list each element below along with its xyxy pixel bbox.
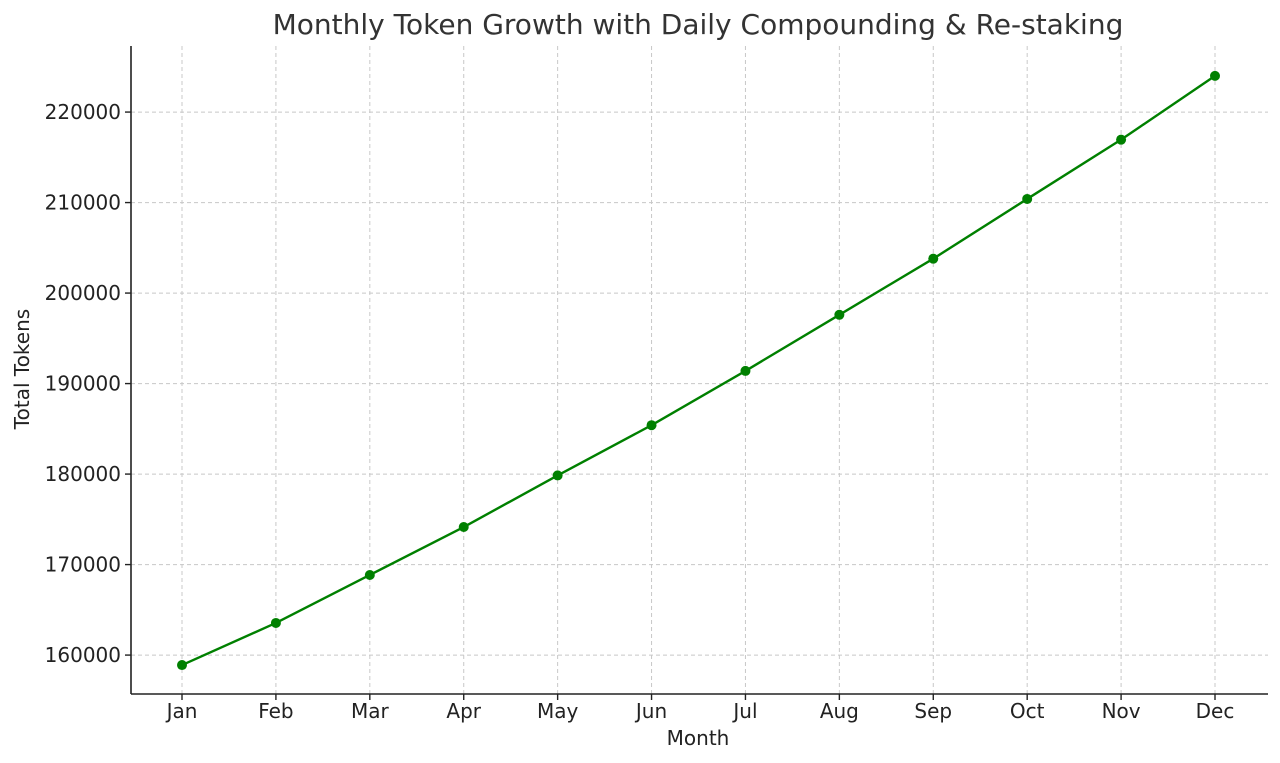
y-tick-label: 180000 xyxy=(45,462,121,486)
x-tick-label: Jul xyxy=(731,699,757,723)
x-tick-label: Oct xyxy=(1010,699,1045,723)
grid xyxy=(131,46,1268,694)
data-point xyxy=(458,522,469,533)
x-tick-label: Aug xyxy=(820,699,859,723)
axes xyxy=(125,46,1268,700)
y-tick-label: 220000 xyxy=(45,100,121,124)
x-tick-label: Apr xyxy=(446,699,481,723)
chart-title: Monthly Token Growth with Daily Compound… xyxy=(273,8,1124,41)
x-tick-label: Feb xyxy=(258,699,293,723)
data-point xyxy=(928,253,939,264)
x-tick-label: Nov xyxy=(1102,699,1141,723)
x-tick-label: Mar xyxy=(351,699,390,723)
data-point xyxy=(740,365,751,376)
data-point xyxy=(177,660,187,671)
series-layer xyxy=(177,70,1220,671)
data-point xyxy=(834,309,845,320)
x-tick-label: Jun xyxy=(634,699,667,723)
x-tick-label: Jan xyxy=(165,699,198,723)
data-point xyxy=(552,470,563,481)
data-point xyxy=(1116,134,1127,145)
x-tick-label: Sep xyxy=(914,699,952,723)
x-tick-label: May xyxy=(537,699,579,723)
y-tick-label: 190000 xyxy=(45,372,121,396)
data-point xyxy=(364,569,375,580)
y-tick-label: 210000 xyxy=(45,191,121,215)
y-tick-label: 160000 xyxy=(45,643,121,667)
data-point xyxy=(646,420,657,431)
y-tick-label: 200000 xyxy=(45,281,121,305)
x-axis-label: Month xyxy=(667,726,730,750)
data-point xyxy=(1022,193,1033,204)
x-tick-label: Dec xyxy=(1196,699,1235,723)
series-line xyxy=(181,74,1216,667)
data-point xyxy=(1210,70,1220,81)
tick-labels: Jan Feb Mar Apr May Jun Jul Aug Sep Oct Nov Dec 1600… xyxy=(45,100,1235,723)
y-tick-label: 170000 xyxy=(45,553,121,577)
data-point xyxy=(270,617,281,628)
y-axis-label: Total Tokens xyxy=(10,309,34,430)
